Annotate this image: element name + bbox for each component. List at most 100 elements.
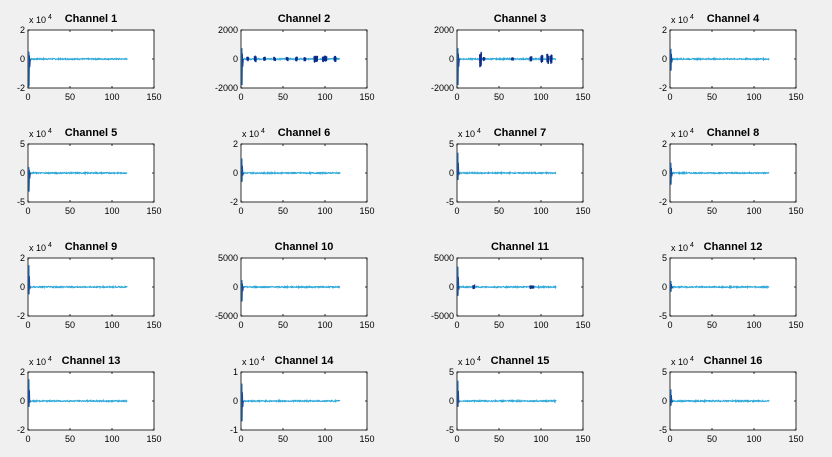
y-tick-label: 2: [20, 367, 25, 377]
y-tick-label: 5000: [434, 253, 454, 263]
signal-burst: [531, 285, 535, 289]
signal-burst: [253, 55, 257, 63]
x-tick-label: 150: [146, 320, 161, 330]
x-tick-label: 0: [238, 320, 243, 330]
x-tick-label: 150: [359, 206, 374, 216]
exponent-power: 4: [690, 128, 694, 135]
x-tick-label: 0: [238, 92, 243, 102]
exponent-power: 4: [48, 128, 52, 135]
x-tick-label: 50: [494, 320, 504, 330]
subplot-title: Channel 8: [707, 127, 760, 139]
y-tick-label: -2: [659, 83, 667, 93]
x-tick-label: 50: [278, 320, 288, 330]
y-tick-label: 5000: [218, 253, 238, 263]
exponent-label: x 10: [458, 129, 475, 139]
x-tick-label: 50: [494, 206, 504, 216]
subplot-title: Channel 15: [491, 355, 550, 367]
x-tick-label: 100: [317, 92, 332, 102]
y-tick-label: -2: [230, 197, 238, 207]
x-tick-label: 150: [788, 92, 803, 102]
exponent-power: 4: [690, 14, 694, 21]
exponent-power: 4: [690, 356, 694, 363]
x-tick-label: 0: [667, 434, 672, 444]
x-tick-label: 150: [146, 206, 161, 216]
y-tick-label: 2: [233, 139, 238, 149]
exponent-power: 4: [261, 356, 265, 363]
subplot-title: Channel 10: [275, 241, 334, 253]
x-tick-label: 0: [667, 320, 672, 330]
x-tick-label: 100: [104, 320, 119, 330]
exponent-label: x 10: [29, 15, 46, 25]
y-tick-label: -2: [17, 311, 25, 321]
x-tick-label: 0: [238, 206, 243, 216]
x-tick-label: 50: [65, 92, 75, 102]
exponent-label: x 10: [29, 357, 46, 367]
exponent-power: 4: [477, 128, 481, 135]
subplot-title: Channel 4: [707, 13, 760, 25]
y-tick-label: 0: [662, 168, 667, 178]
x-tick-label: 150: [575, 206, 590, 216]
x-tick-label: 100: [746, 434, 761, 444]
subplot-title: Channel 1: [65, 13, 118, 25]
signal-burst: [315, 55, 319, 63]
x-tick-label: 50: [707, 92, 717, 102]
signal-trace: [670, 398, 770, 404]
x-tick-label: 50: [278, 92, 288, 102]
signal-trace: [457, 398, 557, 404]
y-tick-label: 2000: [434, 25, 454, 35]
signal-burst: [246, 56, 250, 62]
y-tick-label: -5000: [215, 311, 238, 321]
y-tick-label: 0: [662, 282, 667, 292]
subplot-title: Channel 11: [491, 241, 549, 253]
signal-burst: [273, 56, 277, 62]
exponent-label: x 10: [242, 357, 259, 367]
signal-burst: [303, 57, 307, 62]
x-tick-label: 100: [533, 320, 548, 330]
y-tick-label: 5: [662, 253, 667, 263]
y-tick-label: 0: [233, 282, 238, 292]
x-tick-label: 100: [533, 92, 548, 102]
subplot-title: Channel 13: [62, 355, 121, 367]
y-tick-label: 5: [449, 139, 454, 149]
y-tick-label: 0: [20, 168, 25, 178]
y-tick-label: 0: [233, 396, 238, 406]
exponent-label: x 10: [671, 357, 688, 367]
x-tick-label: 100: [746, 320, 761, 330]
x-tick-label: 50: [278, 206, 288, 216]
subplot-title: Channel 16: [704, 355, 763, 367]
x-tick-label: 100: [746, 92, 761, 102]
exponent-power: 4: [261, 128, 265, 135]
signal-burst: [482, 57, 486, 62]
x-tick-label: 150: [146, 434, 161, 444]
exponent-label: x 10: [29, 243, 46, 253]
x-tick-label: 100: [317, 206, 332, 216]
signal-trace: [29, 56, 128, 61]
x-tick-label: 50: [707, 206, 717, 216]
subplot-title: Channel 7: [494, 127, 547, 139]
y-tick-label: 2: [662, 139, 667, 149]
subplot-title: Channel 9: [65, 241, 118, 253]
signal-burst: [549, 54, 553, 65]
x-tick-label: 50: [65, 434, 75, 444]
exponent-label: x 10: [242, 129, 259, 139]
signal-trace: [670, 56, 770, 62]
y-tick-label: -1: [230, 425, 238, 435]
signal-burst: [263, 56, 267, 61]
y-tick-label: 0: [449, 396, 454, 406]
subplot-title: Channel 6: [278, 127, 331, 139]
subplot-title: Channel 3: [494, 13, 547, 25]
exponent-power: 4: [477, 356, 481, 363]
exponent-label: x 10: [458, 357, 475, 367]
signal-trace: [458, 56, 557, 62]
x-tick-label: 0: [454, 92, 459, 102]
